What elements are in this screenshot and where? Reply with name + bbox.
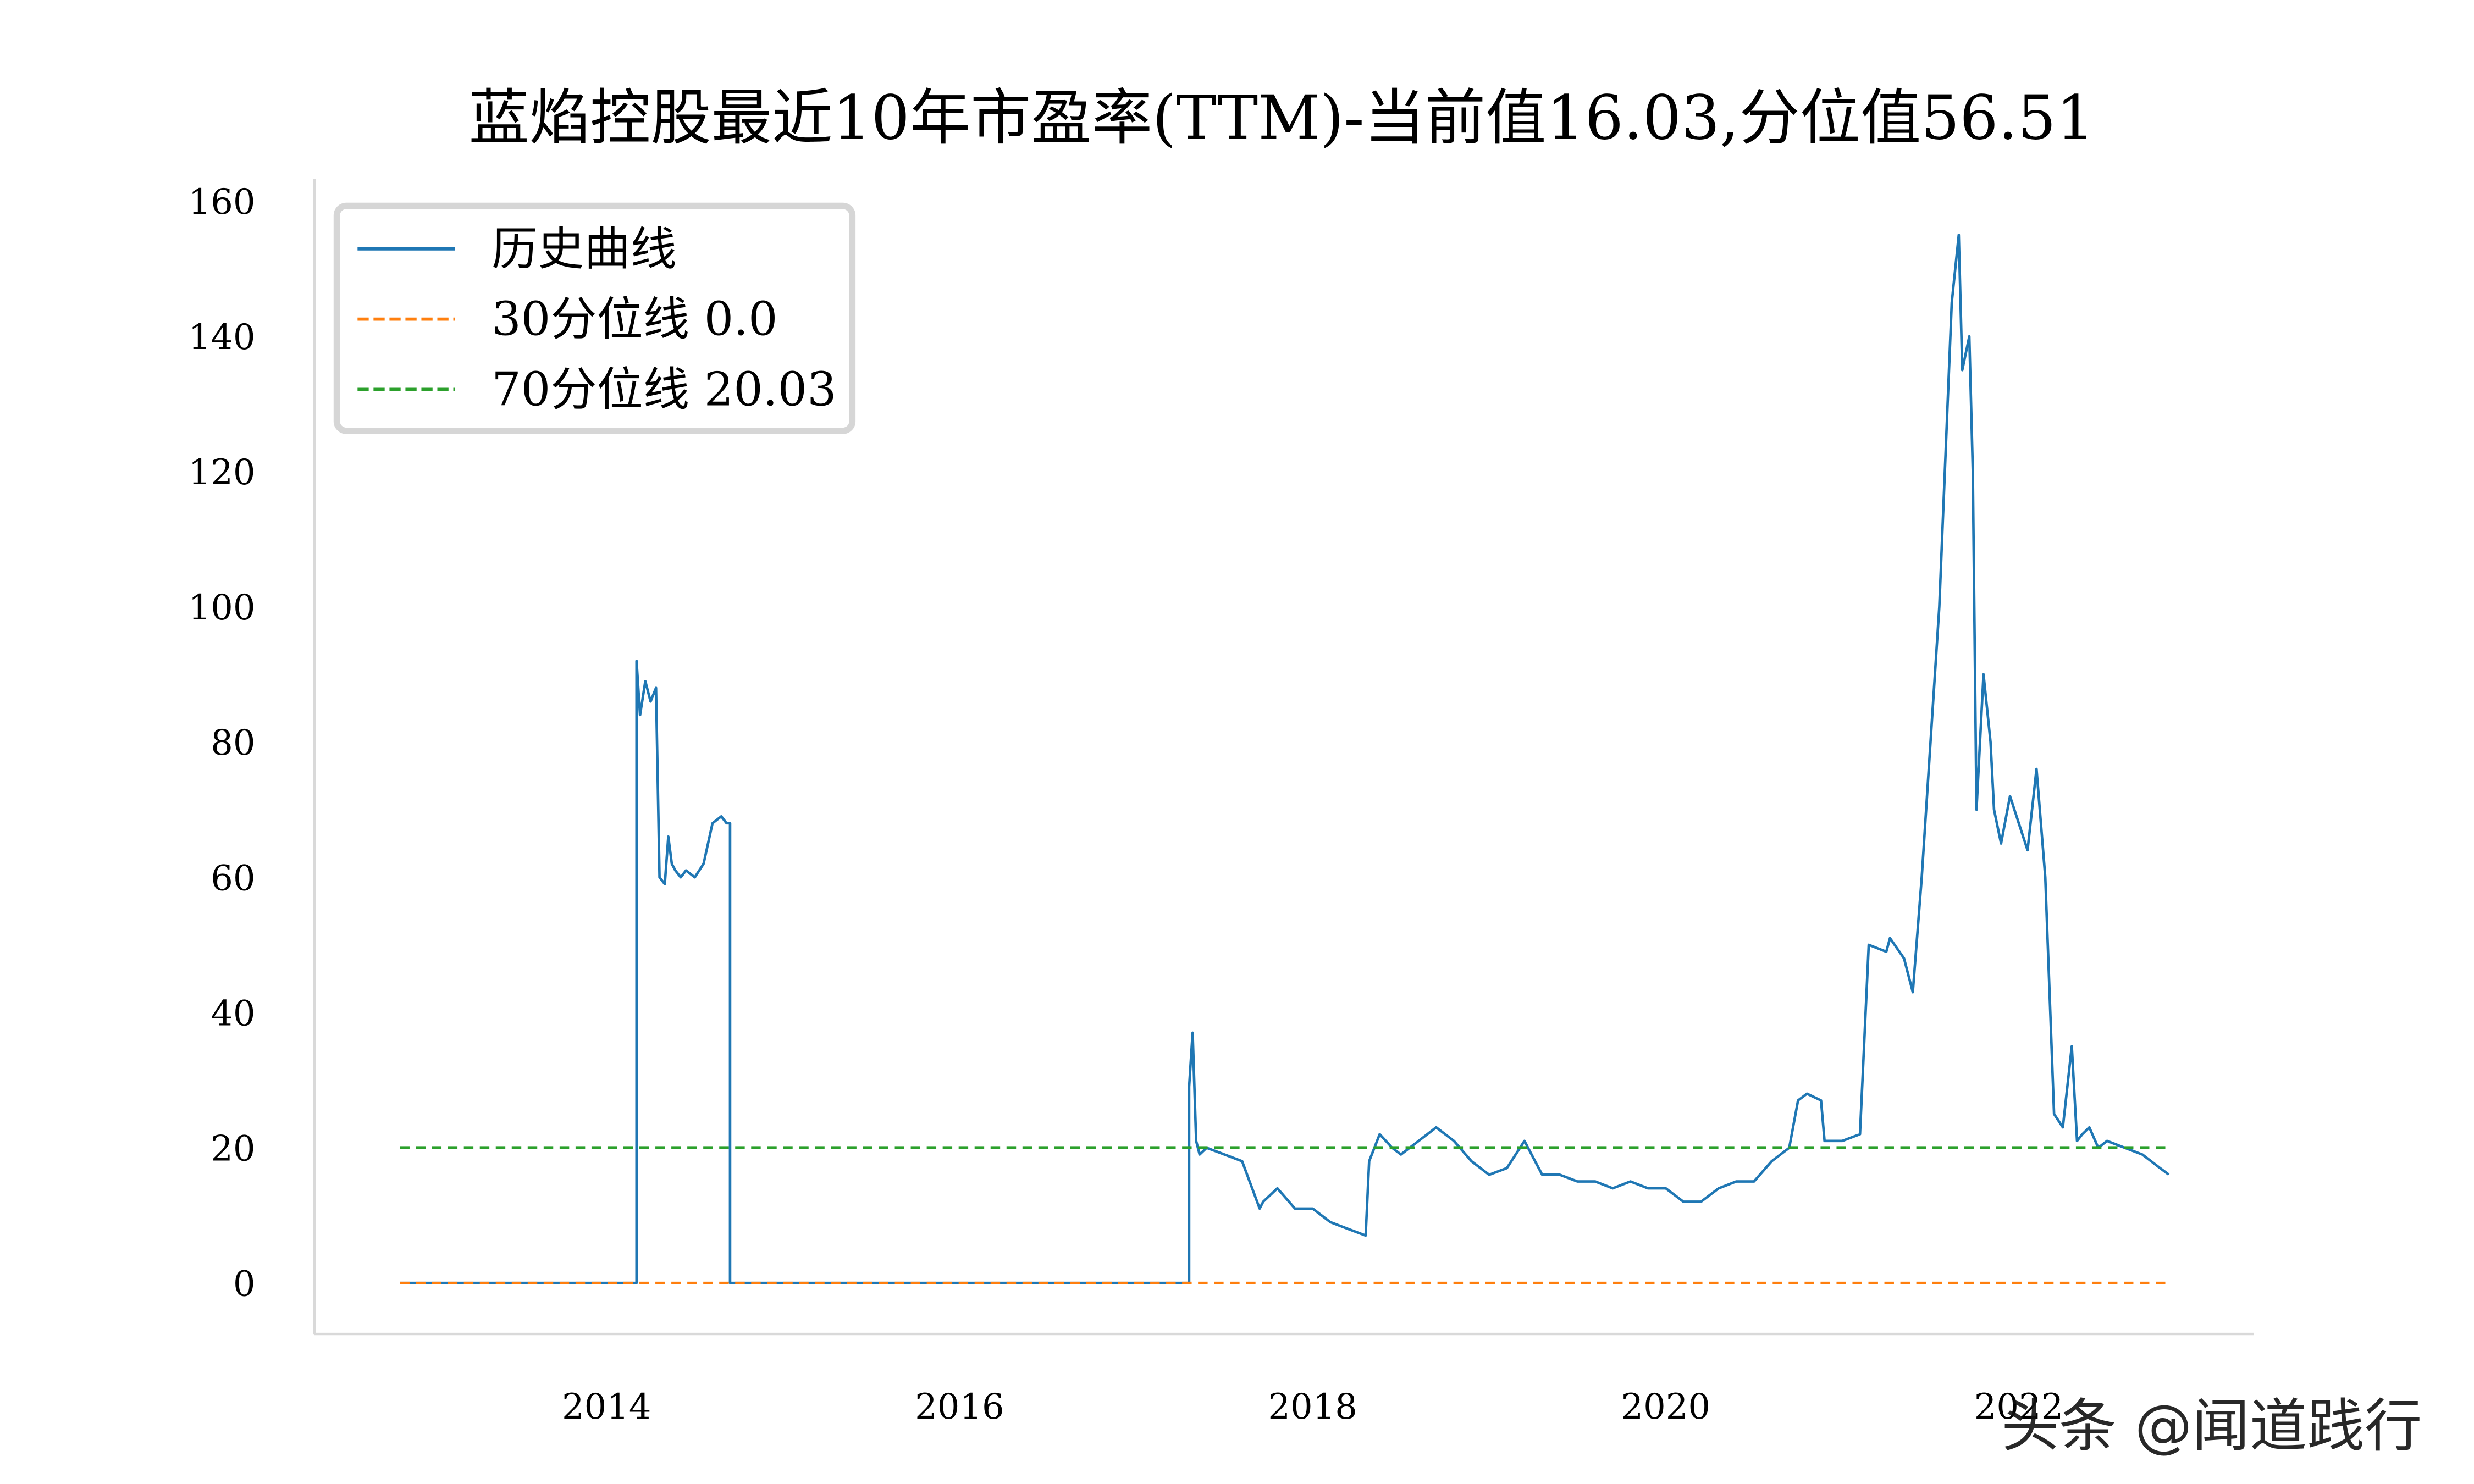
y-tick-label: 100 [189,588,256,628]
x-tick-label: 2014 [562,1387,651,1427]
x-tick-label: 2020 [1621,1387,1711,1427]
watermark: 头条 @闻道践行 [2002,1392,2422,1459]
y-tick-label: 20 [211,1128,255,1169]
legend: 历史曲线 30分位线 0.0 70分位线 20.03 [333,202,856,434]
y-tick-label: 60 [211,858,255,899]
history-line [400,234,2170,1284]
y-tick-label: 160 [189,182,256,223]
plot-area [400,234,2170,1284]
x-axis-ticks: 2014 2016 2018 2020 2022 [562,1387,2063,1427]
x-tick-label: 2016 [915,1387,1004,1427]
y-tick-label: 0 [233,1264,256,1304]
legend-box [333,202,856,434]
x-tick-label: 2022 [1974,1387,2064,1427]
legend-label-p30: 30分位线 0.0 [492,292,777,346]
y-tick-label: 40 [211,993,255,1034]
legend-label-history: 历史曲线 [492,222,677,276]
y-tick-label: 80 [211,723,255,763]
x-tick-label: 2018 [1268,1387,1357,1427]
chart-title: 蓝焰控股最近10年市盈率(TTM)-当前值16.03,分位值56.51 [469,84,2095,154]
y-tick-label: 120 [189,452,256,493]
y-axis-ticks: 0 20 40 60 80 100 120 140 160 [189,182,256,1304]
y-tick-label: 140 [189,317,256,358]
legend-label-p70: 70分位线 20.03 [492,362,836,416]
